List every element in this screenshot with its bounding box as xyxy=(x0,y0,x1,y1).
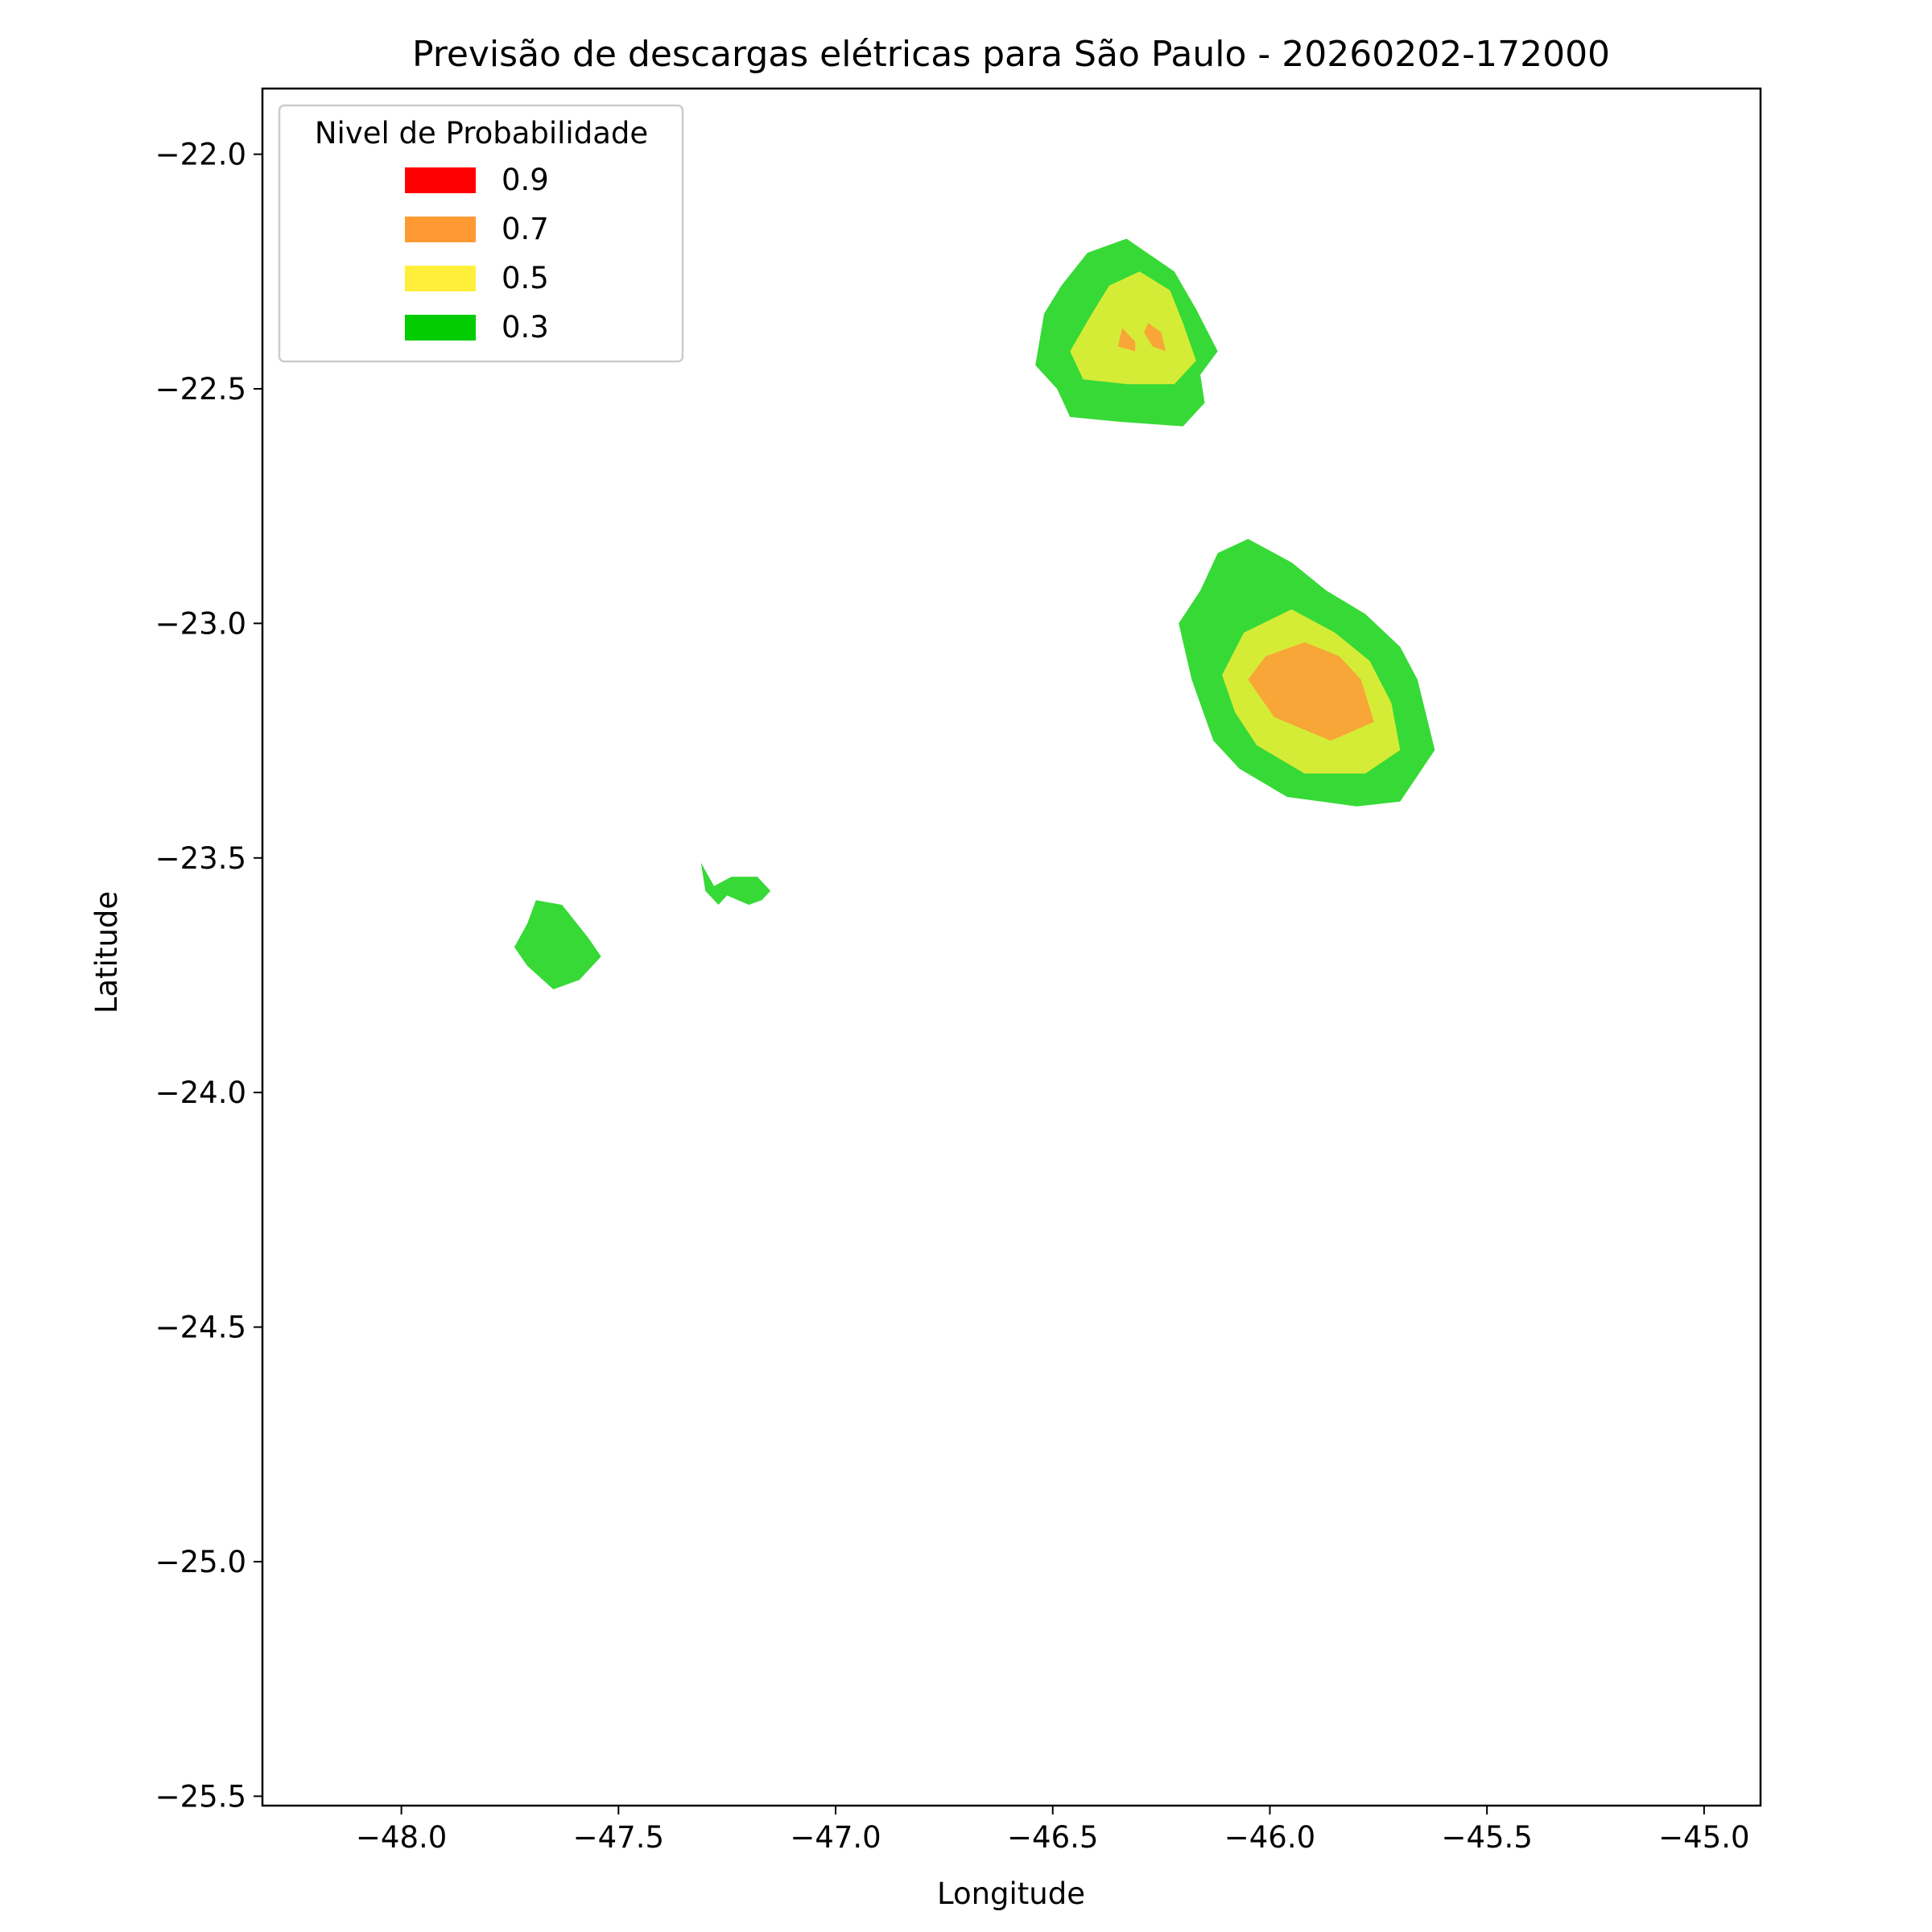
y-tick-label: −24.0 xyxy=(155,1075,246,1110)
contour-region-0.7 xyxy=(1248,642,1374,741)
legend-label: 0.5 xyxy=(502,261,549,295)
legend-label: 0.7 xyxy=(502,212,549,246)
legend-swatch xyxy=(405,167,476,193)
x-tick-label: −45.0 xyxy=(1658,1820,1749,1855)
contour-region-0.7 xyxy=(1117,328,1136,352)
legend-swatch xyxy=(405,315,476,341)
x-axis-label: Longitude xyxy=(937,1876,1085,1911)
legend-label: 0.9 xyxy=(502,163,549,197)
contour-region-0.5 xyxy=(1070,271,1196,385)
y-tick-label: −25.5 xyxy=(155,1779,246,1814)
y-tick-label: −23.5 xyxy=(155,841,246,876)
plot-area xyxy=(514,238,1435,989)
x-tick-label: −45.5 xyxy=(1441,1820,1532,1855)
x-axis: −48.0 −47.5 −47.0 −46.5 −46.0 −45.5 −45.0 xyxy=(356,1806,1750,1855)
x-tick-label: −47.5 xyxy=(573,1820,664,1855)
cell-southwest xyxy=(700,862,771,905)
axes-frame xyxy=(261,87,1762,1807)
legend-label: 0.3 xyxy=(502,310,549,345)
legend-swatch xyxy=(405,217,476,242)
y-tick-label: −24.5 xyxy=(155,1311,246,1345)
y-axis-label: Latitude xyxy=(89,891,124,1013)
cell-east xyxy=(1179,539,1435,807)
contour-region-0.3 xyxy=(700,862,771,905)
contour-region-0.3 xyxy=(514,900,601,989)
y-tick-label: −22.5 xyxy=(155,372,246,407)
chart-title: Previsão de descargas elétricas para São… xyxy=(412,34,1610,75)
x-tick-label: −46.0 xyxy=(1224,1820,1315,1855)
cell-west xyxy=(514,900,601,989)
x-tick-label: −47.0 xyxy=(790,1820,881,1855)
legend-swatch xyxy=(405,266,476,291)
y-tick-label: −22.0 xyxy=(155,138,246,172)
cell-north xyxy=(1035,238,1218,427)
x-tick-label: −48.0 xyxy=(356,1820,447,1855)
contour-region-0.7 xyxy=(1144,323,1166,352)
legend-title: Nivel de Probabilidade xyxy=(315,116,648,151)
legend: Nivel de Probabilidade 0.9 0.7 0.5 0.3 xyxy=(278,104,684,363)
y-tick-label: −25.0 xyxy=(155,1545,246,1579)
legend-frame xyxy=(278,104,684,363)
x-tick-label: −46.5 xyxy=(1007,1820,1098,1855)
y-axis: −22.0 −22.5 −23.0 −23.5 −24.0 −24.5 −25.0 −25.5 xyxy=(155,138,262,1814)
y-tick-label: −23.0 xyxy=(155,606,246,641)
